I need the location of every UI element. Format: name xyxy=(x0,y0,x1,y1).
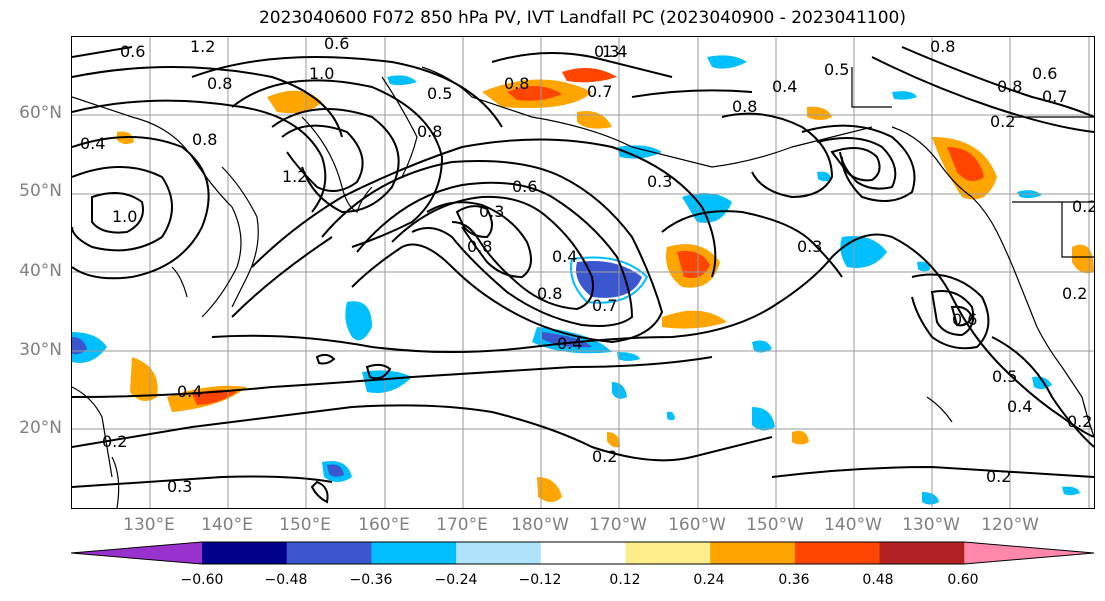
map-title: 2023040600 F072 850 hPa PV, IVT Landfall… xyxy=(258,8,906,28)
contour-label: 0.4 xyxy=(772,77,797,96)
colorbar-cell xyxy=(540,542,626,564)
colorbar-cells xyxy=(71,542,1094,564)
contour-label: 0.8 xyxy=(930,37,955,56)
contour-label: 1.2 xyxy=(190,37,215,56)
colorbar-tick: −0.24 xyxy=(434,572,478,588)
contour-label: 0.3 xyxy=(479,202,504,221)
colorbar-cell xyxy=(286,542,372,564)
lon-label: 140°W xyxy=(824,515,882,535)
contour-label: 0.7 xyxy=(1042,87,1067,106)
contour-label: 0.8 xyxy=(467,237,492,256)
colorbar-cell xyxy=(456,542,542,564)
contour-label: 0.3 xyxy=(167,477,192,496)
contour-label: 0.7 xyxy=(592,296,617,315)
colorbar-tick: 0.36 xyxy=(778,572,810,588)
contour-label: 0.6 xyxy=(324,37,349,53)
coastlines xyxy=(72,66,1094,508)
contour-label: 0.2 xyxy=(102,432,127,451)
colorbar-cell xyxy=(794,542,881,564)
contour-label-layer: 0.6 1.2 0.6 1.0 0.8 0.4 0.8 1.2 1.0 0.8 … xyxy=(80,37,1094,496)
contour-label: 0.5 xyxy=(824,60,849,79)
colorbar-cell xyxy=(371,542,457,564)
contour-label: 0.6 xyxy=(952,310,977,329)
contour-label: 0.2 xyxy=(1067,412,1092,431)
contour-label: 0.3 xyxy=(647,172,672,191)
contour-label: 0.2 xyxy=(1062,284,1087,303)
contour-label: 0.3 xyxy=(594,42,619,61)
contour-label: 0.8 xyxy=(504,74,529,93)
contour-label: 0.8 xyxy=(192,130,217,149)
colorbar-tick: −0.60 xyxy=(180,572,224,588)
shading-layer xyxy=(72,55,1094,505)
colorbar-cell xyxy=(202,542,288,564)
lat-label: 50°N xyxy=(19,181,62,201)
colorbar-cell xyxy=(879,542,965,564)
lon-label: 160°W xyxy=(668,515,726,535)
colorbar xyxy=(71,541,1095,565)
lon-label: 130°W xyxy=(902,515,960,535)
contour-label: 0.4 xyxy=(177,382,202,401)
colorbar-cell xyxy=(710,542,796,564)
contour-label: 0.2 xyxy=(592,447,617,466)
colorbar-extend-low xyxy=(71,542,202,564)
lon-label: 170°E xyxy=(436,515,488,535)
contour-label: 0.8 xyxy=(417,122,442,141)
contour-label: 0.2 xyxy=(1072,197,1094,216)
contour-label: 0.5 xyxy=(427,84,452,103)
contour-label: 0.4 xyxy=(1007,397,1032,416)
lat-label: 20°N xyxy=(19,418,62,438)
colorbar-tick: −0.12 xyxy=(518,572,562,588)
contour-label: 0.5 xyxy=(992,367,1017,386)
colorbar-tick: −0.48 xyxy=(264,572,308,588)
contour-label: 0.7 xyxy=(587,82,612,101)
map-panel: 0.6 1.2 0.6 1.0 0.8 0.4 0.8 1.2 1.0 0.8 … xyxy=(71,36,1095,509)
contour-lines xyxy=(72,46,1094,504)
lon-label: 180°W xyxy=(511,515,569,535)
contour-label: 0.8 xyxy=(997,77,1022,96)
contour-label: 0.2 xyxy=(986,467,1011,486)
colorbar-tick: 0.12 xyxy=(609,572,641,588)
lon-label: 170°W xyxy=(589,515,647,535)
graticule xyxy=(72,37,1094,508)
contour-label: 0.6 xyxy=(1032,64,1057,83)
contour-label: 0.8 xyxy=(207,74,232,93)
map-canvas: 0.6 1.2 0.6 1.0 0.8 0.4 0.8 1.2 1.0 0.8 … xyxy=(72,37,1094,508)
contour-label: 0.8 xyxy=(732,97,757,116)
lon-label: 160°E xyxy=(358,515,410,535)
lon-label: 120°W xyxy=(981,515,1039,535)
contour-label: 0.6 xyxy=(120,42,145,61)
lon-label: 130°E xyxy=(123,515,175,535)
contour-label: 1.4 xyxy=(602,42,627,61)
lon-label: 140°E xyxy=(201,515,253,535)
contour-label: 0.4 xyxy=(552,247,577,266)
contour-label: 0.8 xyxy=(537,284,562,303)
colorbar-cell xyxy=(625,542,711,564)
colorbar-tick: −0.36 xyxy=(349,572,393,588)
colorbar-extend-high xyxy=(964,542,1094,564)
contour-label: 1.2 xyxy=(282,167,307,186)
colorbar-tick: 0.24 xyxy=(693,572,725,588)
contour-label: 0.2 xyxy=(990,112,1015,131)
contour-label: 0.3 xyxy=(797,237,822,256)
lat-label: 40°N xyxy=(19,261,62,281)
lon-label: 150°W xyxy=(746,515,804,535)
contour-label: 0.4 xyxy=(557,334,582,353)
contour-label: 1.0 xyxy=(112,207,137,226)
lon-label: 150°E xyxy=(279,515,331,535)
lat-label: 60°N xyxy=(19,103,62,123)
colorbar-tick: 0.48 xyxy=(862,572,894,588)
contour-label: 0.4 xyxy=(80,134,105,153)
contour-label: 0.6 xyxy=(512,177,537,196)
colorbar-tick: 0.60 xyxy=(947,572,979,588)
lat-label: 30°N xyxy=(19,340,62,360)
colorbar-outline xyxy=(71,541,1095,565)
contour-label: 1.0 xyxy=(309,64,334,83)
